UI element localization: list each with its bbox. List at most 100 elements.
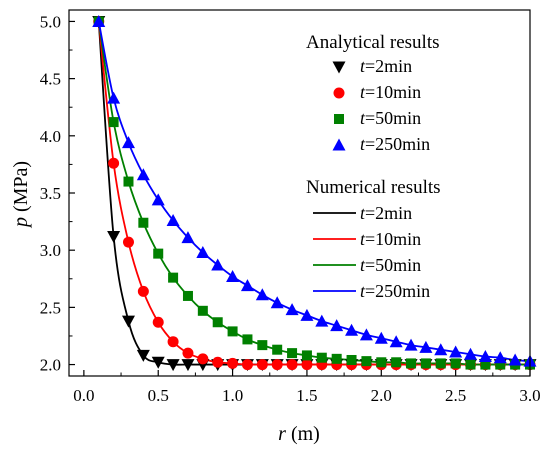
analytical-point-series-3 — [495, 359, 506, 370]
analytical-point-series-3 — [242, 334, 253, 345]
legend-numerical-label-1-rest: =2min — [365, 203, 412, 223]
x-axis-var: r — [278, 423, 286, 445]
analytical-point-series-4 — [419, 340, 433, 353]
axis-ticks: 0.0 0.5 1.0 1.5 2.0 2.5 3.0 2.0 2.5 3.0 3.5 4.0 4.5 5… — [40, 12, 541, 405]
analytical-point-series-4 — [359, 328, 373, 341]
analytical-point-series-3 — [168, 272, 179, 283]
analytical-point-series-2 — [108, 157, 120, 169]
analytical-point-series-4 — [389, 335, 403, 348]
y-axis-unit: (MPa) — [10, 161, 32, 217]
analytical-point-series-3 — [287, 348, 298, 359]
analytical-point-series-2 — [197, 353, 209, 365]
y-tick-label: 2.5 — [40, 298, 61, 317]
analytical-point-series-3 — [346, 354, 357, 365]
analytical-point-series-3 — [465, 359, 476, 370]
analytical-point-series-3 — [197, 305, 208, 316]
y-tick-label: 3.5 — [40, 184, 61, 203]
analytical-point-series-3 — [123, 176, 134, 187]
legend-numerical-label-4-rest: =250min — [365, 281, 430, 301]
legend-marker-series-3 — [334, 114, 344, 124]
analytical-point-series-4 — [478, 350, 492, 363]
analytical-point-series-2 — [182, 347, 194, 359]
analytical-point-series-4 — [136, 168, 150, 181]
legend-numerical-label-1: t=2min — [360, 203, 412, 223]
legend-analytical-label-3: t=50min — [360, 108, 421, 128]
legend-numerical-label-2-var: t — [360, 229, 366, 249]
legend-analytical-label-4-rest: =250min — [365, 134, 430, 154]
analytical-point-series-3 — [420, 358, 431, 369]
x-tick-label: 0.0 — [73, 386, 94, 405]
legend-numerical-label-3-rest: =50min — [365, 255, 421, 275]
analytical-point-series-1 — [166, 359, 180, 372]
analytical-point-series-3 — [138, 217, 149, 228]
legend-marker-series-1 — [332, 61, 346, 74]
analytical-point-series-3 — [272, 344, 283, 355]
analytical-point-series-4 — [315, 314, 329, 327]
analytical-point-series-2 — [122, 236, 134, 248]
y-axis-var: p — [10, 217, 32, 229]
analytical-point-series-4 — [449, 345, 463, 358]
y-axis-title: p (MPa) — [10, 161, 32, 229]
analytical-point-series-2 — [286, 359, 298, 371]
legend-numerical-label-3-var: t — [360, 255, 366, 275]
analytical-point-series-4 — [404, 338, 418, 351]
analytical-point-series-2 — [301, 359, 313, 371]
analytical-point-series-3 — [376, 357, 387, 368]
legend-analytical-label-1: t=2min — [360, 56, 412, 76]
analytical-point-series-4 — [464, 347, 478, 360]
y-tick-label: 4.0 — [40, 127, 61, 146]
analytical-point-series-2 — [167, 336, 179, 348]
analytical-point-series-4 — [166, 213, 180, 226]
analytical-point-series-4 — [151, 193, 165, 206]
x-tick-label: 2.5 — [445, 386, 466, 405]
y-tick-label: 4.5 — [40, 70, 61, 89]
analytical-point-series-4 — [345, 323, 359, 336]
analytical-point-series-4 — [107, 91, 121, 104]
analytical-point-series-1 — [107, 230, 121, 243]
legend-analytical-label-2: t=10min — [360, 82, 421, 102]
analytical-point-series-4 — [285, 303, 299, 316]
legend-analytical-label-1-rest: =2min — [365, 56, 412, 76]
analytical-point-series-2 — [241, 359, 253, 371]
analytical-point-series-3 — [257, 340, 268, 351]
plot-frame — [68, 9, 531, 377]
analytical-point-series-2 — [256, 359, 268, 371]
legend-analytical-label-3-rest: =50min — [365, 108, 421, 128]
analytical-point-series-4 — [121, 136, 135, 149]
x-tick-label: 1.0 — [222, 386, 243, 405]
analytical-point-series-3 — [316, 352, 327, 363]
analytical-point-series-3 — [331, 353, 342, 364]
legend: Analytical results Numerical results t=2… — [306, 32, 441, 301]
legend-analytical-label-3-var: t — [360, 108, 366, 128]
legend-numerical-label-2-rest: =10min — [365, 229, 421, 249]
analytical-point-series-3 — [406, 358, 417, 369]
legend-analytical-label-4-var: t — [360, 134, 366, 154]
analytical-point-series-3 — [212, 317, 223, 328]
x-axis-title: r (m) — [278, 423, 320, 445]
legend-marker-series-2 — [333, 87, 345, 99]
y-tick-label: 5.0 — [40, 12, 61, 31]
analytical-point-series-4 — [330, 319, 344, 332]
analytical-point-series-3 — [391, 357, 402, 368]
analytical-point-series-3 — [361, 356, 372, 367]
analytical-point-series-4 — [240, 279, 254, 292]
analytical-point-series-1 — [121, 315, 135, 328]
x-tick-label: 2.0 — [371, 386, 392, 405]
analytical-point-series-3 — [301, 350, 312, 361]
analytical-point-series-3 — [480, 359, 491, 370]
legend-analytical-label-2-rest: =10min — [365, 82, 421, 102]
legend-analytical-label-4: t=250min — [360, 134, 430, 154]
analytical-point-series-2 — [212, 356, 224, 368]
analytical-point-series-4 — [196, 245, 210, 258]
analytical-point-series-4 — [508, 353, 522, 366]
legend-marker-series-4 — [332, 138, 346, 151]
legend-numerical-label-1-var: t — [360, 203, 366, 223]
x-tick-label: 0.5 — [148, 386, 169, 405]
analytical-point-series-3 — [108, 117, 119, 128]
analytical-point-series-2 — [271, 359, 283, 371]
analytical-point-series-3 — [435, 358, 446, 369]
legend-numerical-label-2: t=10min — [360, 229, 421, 249]
analytical-point-series-4 — [211, 258, 225, 271]
analytical-point-series-4 — [270, 296, 284, 309]
